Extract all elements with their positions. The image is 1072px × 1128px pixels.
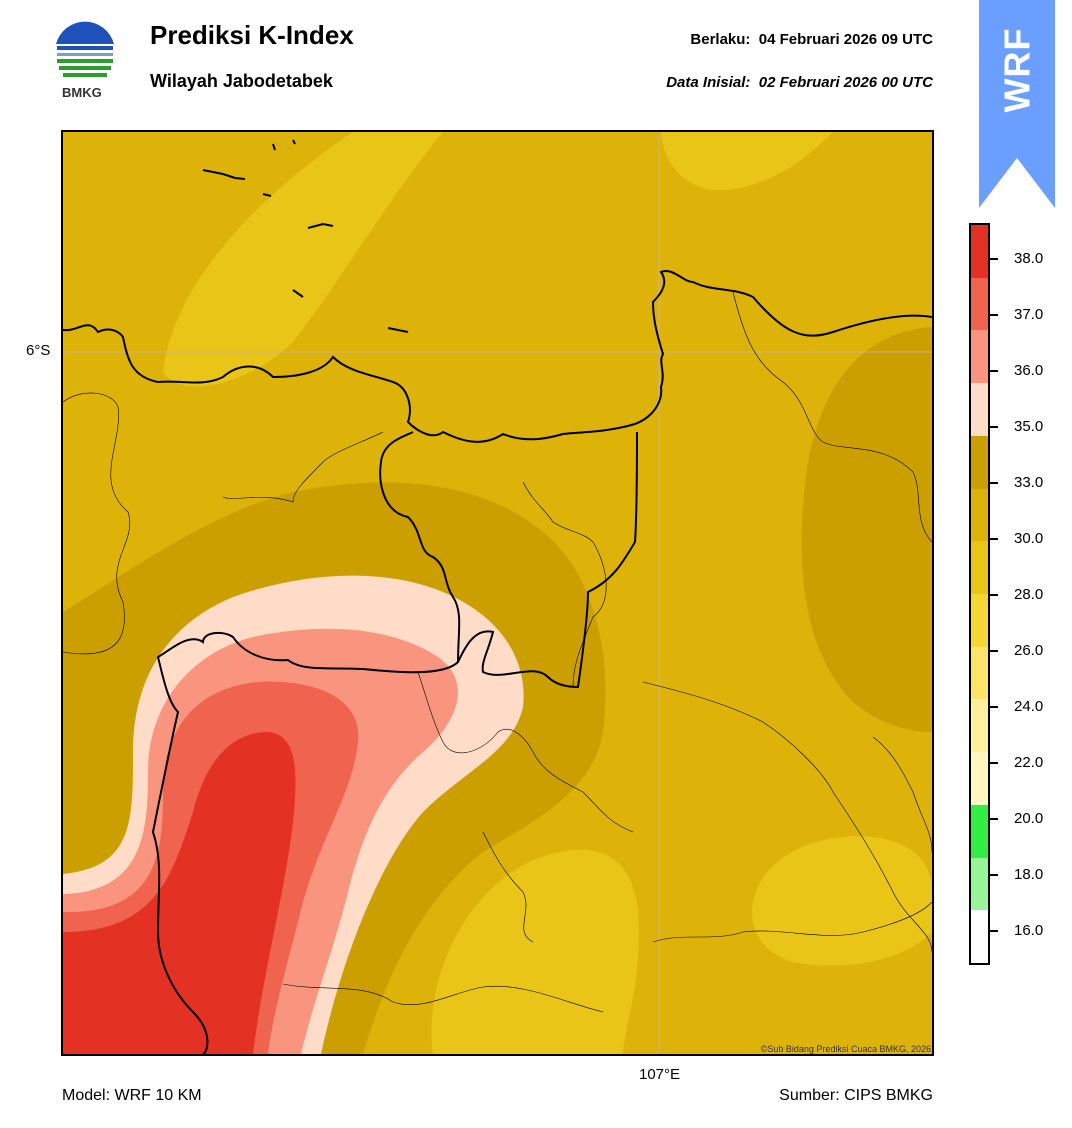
colorbar-tick-9 — [990, 706, 998, 708]
colorbar-tick-5 — [990, 482, 998, 484]
valid-time: Berlaku: 04 Februari 2026 09 UTC — [690, 31, 933, 48]
map-credit: ©Sub Bidang Prediksi Cuaca BMKG, 2026 — [760, 1044, 931, 1054]
model-label: Model: WRF 10 KM — [62, 1087, 202, 1104]
district-line-5 — [642, 681, 932, 953]
field-26-28-northeast — [661, 132, 833, 191]
colorbar-label: 28.0 — [1014, 586, 1044, 603]
colorbar-label: 36.0 — [1014, 362, 1044, 379]
colorbar-label: 16.0 — [1014, 922, 1044, 939]
wrf-badge — [979, 0, 1055, 208]
island-4 — [292, 289, 304, 298]
colorbar-tick-11 — [990, 818, 998, 820]
colorbar-label: 26.0 — [1014, 642, 1044, 659]
colorbar-label: 37.0 — [1014, 306, 1044, 323]
colorbar-tick-6 — [990, 538, 998, 540]
colorbar-label: 24.0 — [1014, 698, 1044, 715]
island-1 — [202, 169, 246, 180]
colorbar-tick-3 — [990, 370, 998, 372]
colorbar-label: 18.0 — [1014, 866, 1044, 883]
island-6 — [272, 143, 276, 151]
lat-label-6s: 6°S — [26, 342, 51, 359]
field-37-38 — [63, 732, 296, 1054]
colorbar-seg-7 — [971, 541, 988, 595]
colorbar-seg-10 — [971, 699, 988, 753]
district-line-10 — [872, 736, 932, 853]
source-label: Sumber: CIPS BMKG — [779, 1087, 933, 1104]
colorbar-tick-10 — [990, 762, 998, 764]
wrf-badge-label: WRF — [996, 27, 1037, 113]
island-2 — [262, 193, 272, 197]
bmkg-logo-emblem — [55, 21, 115, 83]
island-5 — [387, 327, 409, 333]
district-line-7 — [652, 901, 932, 943]
island-7 — [292, 139, 296, 145]
colorbar-label: 38.0 — [1014, 250, 1044, 267]
colorbar-label: 20.0 — [1014, 810, 1044, 827]
kindex-map — [61, 130, 934, 1056]
colorbar-seg-1 — [971, 225, 988, 278]
colorbar-seg-6 — [971, 488, 988, 542]
colorbar-tick-7 — [990, 594, 998, 596]
field-30-33-east — [801, 327, 932, 732]
colorbar-label: 35.0 — [1014, 418, 1044, 435]
district-line-4 — [732, 291, 932, 543]
colorbar-tick-8 — [990, 650, 998, 652]
field-26-28-north — [163, 132, 443, 387]
kindex-map-svg — [63, 132, 932, 1054]
region-subtitle: Wilayah Jabodetabek — [150, 71, 333, 91]
colorbar-tick-1 — [990, 258, 998, 260]
page-title: Prediksi K-Index — [150, 20, 354, 50]
colorbar-seg-13 — [971, 857, 988, 911]
boundary-dki-jabar — [457, 431, 638, 689]
coastline-north-java — [63, 269, 932, 443]
bmkg-logo-text: BMKG — [62, 85, 102, 100]
district-line-1 — [63, 392, 130, 655]
colorbar-seg-4 — [971, 383, 988, 436]
colorbar-seg-3 — [971, 330, 988, 384]
init-time: Data Inisial: 02 Februari 2026 00 UTC — [666, 74, 933, 91]
field-26-28-south — [431, 849, 639, 1054]
district-line-6 — [417, 671, 634, 833]
district-line-3 — [522, 481, 607, 688]
district-line-8 — [282, 983, 604, 1013]
lon-label-107e: 107°E — [639, 1066, 681, 1083]
district-line-9 — [482, 831, 534, 943]
colorbar-seg-11 — [971, 752, 988, 805]
colorbar-label: 22.0 — [1014, 754, 1044, 771]
colorbar-seg-8 — [971, 594, 988, 647]
boundary-banten-jabar — [151, 431, 461, 1054]
colorbar-seg-5 — [971, 435, 988, 489]
colorbar-tick-13 — [990, 930, 998, 932]
colorbar-label: 30.0 — [1014, 530, 1044, 547]
district-line-2 — [222, 431, 384, 503]
kindex-colorbar — [969, 223, 990, 965]
colorbar-seg-14 — [971, 910, 988, 963]
wrf-badge-shape — [979, 0, 1055, 208]
bmkg-logo — [52, 20, 118, 86]
colorbar-tick-4 — [990, 426, 998, 428]
colorbar-seg-2 — [971, 277, 988, 331]
island-3 — [307, 222, 334, 229]
colorbar-label: 33.0 — [1014, 474, 1044, 491]
colorbar-seg-12 — [971, 804, 988, 858]
colorbar-tick-12 — [990, 874, 998, 876]
colorbar-seg-9 — [971, 646, 988, 700]
colorbar-tick-2 — [990, 314, 998, 316]
district-boundaries — [63, 291, 932, 1013]
wrf-badge-label-wrap: WRF — [979, 0, 1055, 140]
